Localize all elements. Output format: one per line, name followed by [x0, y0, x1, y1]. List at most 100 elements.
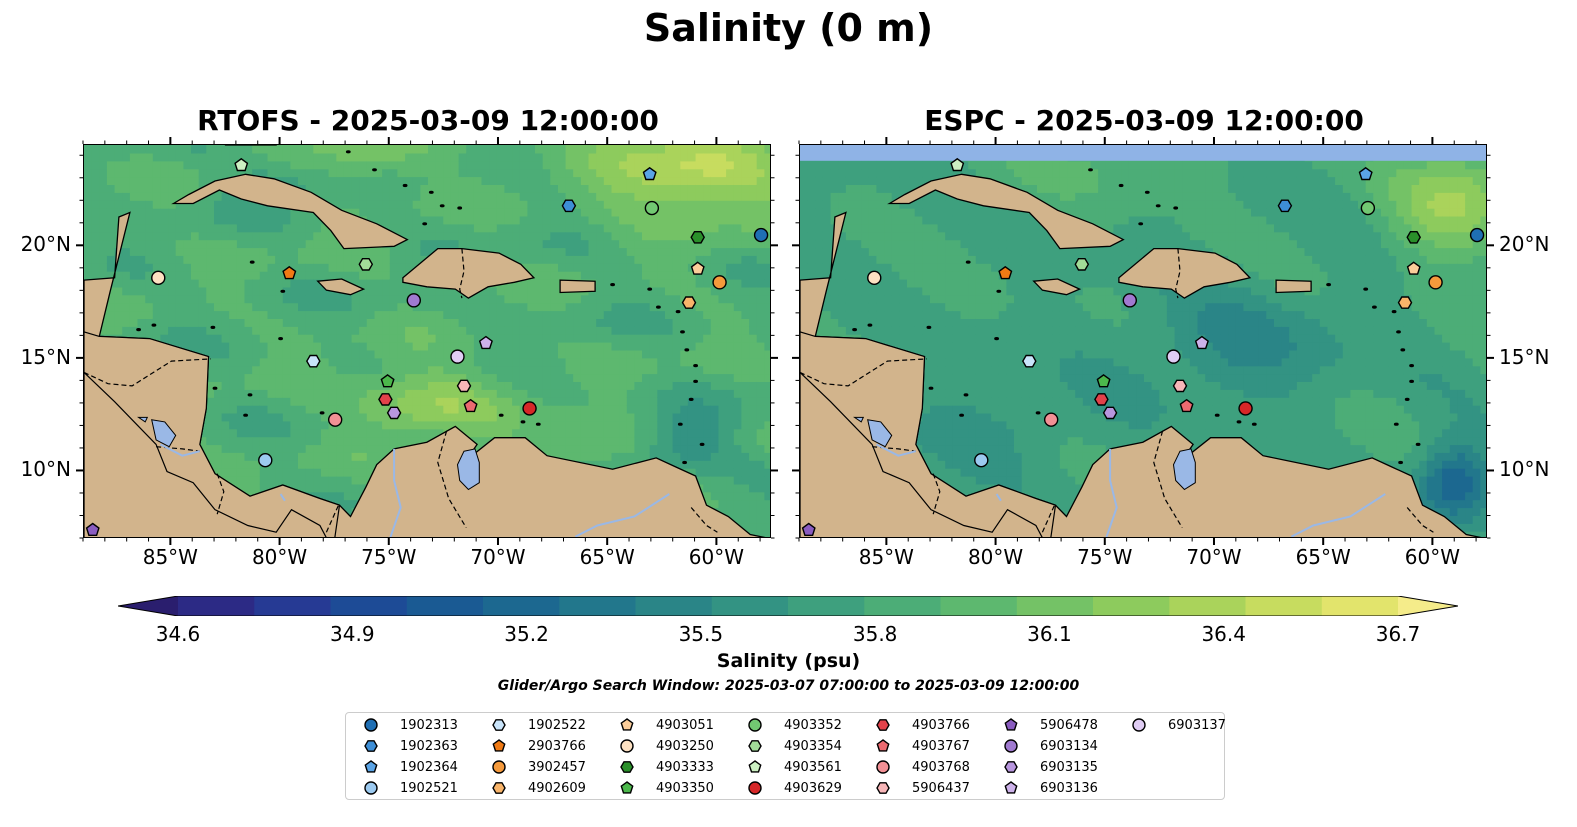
legend-marker-pentagon-icon: [620, 781, 634, 794]
legend-item-1902313: 1902313: [360, 715, 458, 735]
float-marker-4903629: [1238, 401, 1253, 416]
legend-marker: [364, 740, 378, 752]
legend-item-1902364: 1902364: [360, 757, 458, 777]
legend-marker-hexagon-icon: [876, 719, 890, 731]
legend-marker-hexagon-icon: [492, 719, 506, 731]
legend-marker: [876, 760, 890, 774]
legend-marker: [492, 760, 506, 774]
legend-item-4902609: 4902609: [488, 778, 586, 798]
legend-label: 4903768: [912, 759, 970, 775]
colorbar-segment: [330, 596, 408, 616]
colorbar-segment: [254, 596, 332, 616]
legend-marker-pentagon-icon: [876, 739, 890, 752]
colorbar-segment: [864, 596, 942, 616]
float-marker-4903629: [522, 401, 537, 416]
legend-item-4903350: 4903350: [616, 778, 714, 798]
legend-item-6903136: 6903136: [1000, 778, 1098, 798]
float-marker-4903354: [1074, 257, 1090, 271]
legend-marker-pentagon-icon: [364, 760, 378, 773]
colorbar-segment: [1093, 596, 1170, 616]
lat-tick-label: 20°N: [1499, 232, 1550, 257]
float-marker-2903766: [998, 265, 1013, 280]
legend-marker-circle-icon: [1132, 718, 1146, 732]
legend-item-5906437: 5906437: [872, 778, 970, 798]
map-panel-rtofs: [83, 144, 771, 538]
legend-label: 4903766: [912, 717, 970, 733]
colorbar-tick-label: 35.8: [852, 622, 898, 646]
colorbar-tick-label: 34.6: [155, 622, 201, 646]
float-marker-6903137: [1166, 349, 1181, 364]
colorbar-tick-label: 34.9: [330, 622, 375, 646]
float-marker-4903766: [378, 393, 393, 406]
panel-title-espc: ESPC - 2025-03-09 12:00:00: [924, 104, 1364, 137]
float-marker-3902457: [712, 275, 727, 290]
colorbar-segment: [1245, 596, 1323, 616]
land-puertoRico: [1275, 279, 1312, 294]
legend-marker: [1004, 718, 1018, 731]
legend-marker-circle-icon: [364, 718, 378, 732]
float-marker-4903350: [1096, 374, 1111, 388]
colorbar-segment: [635, 596, 713, 616]
float-marker-5906478: [801, 522, 816, 536]
legend-item-4903629: 4903629: [744, 778, 842, 798]
legend-marker-circle-icon: [876, 760, 890, 774]
lon-tick-label: 65°W: [579, 545, 635, 569]
float-marker-4903250: [867, 270, 882, 286]
float-marker-4903352: [644, 200, 660, 216]
float-marker-4903354: [358, 257, 374, 271]
legend-marker: [364, 781, 378, 795]
float-marker-4903766: [1094, 393, 1109, 406]
legend-label: 6903136: [1040, 780, 1098, 796]
float-marker-1902521: [974, 453, 989, 468]
legend-marker-circle-icon: [620, 739, 634, 753]
colorbar-segment: [1169, 596, 1247, 616]
land-puertoRico: [559, 279, 596, 294]
legend-marker-hexagon-icon: [748, 740, 762, 752]
map-canvas-rtofs: [84, 145, 770, 537]
float-marker-4903333: [690, 230, 706, 244]
legend-item-6903134: 6903134: [1000, 736, 1098, 756]
legend-marker-pentagon-icon: [748, 760, 762, 773]
legend-marker-hexagon-icon: [1004, 761, 1018, 773]
land-isthmus: [800, 331, 1057, 537]
panel-title-rtofs: RTOFS - 2025-03-09 12:00:00: [197, 104, 659, 137]
legend-item-1902521: 1902521: [360, 778, 458, 798]
float-marker-4902609: [1397, 296, 1413, 309]
colorbar-segment: [1321, 596, 1399, 616]
land-jamaica: [1032, 278, 1082, 296]
colorbar-segment: [118, 596, 178, 616]
float-marker-2903766: [282, 265, 297, 280]
lake-nicaragua: [151, 419, 177, 448]
colorbar-segment: [940, 596, 1018, 616]
legend-item-1902363: 1902363: [360, 736, 458, 756]
lon-tick-label: 75°W: [1077, 545, 1133, 569]
colorbar-tick-label: 35.2: [504, 622, 549, 646]
colorbar-bar: [117, 595, 1459, 617]
legend-label: 6903137: [1168, 717, 1226, 733]
no-data-strip: [800, 145, 1486, 161]
lon-tick-label: 85°W: [142, 545, 198, 569]
legend-marker: [748, 740, 762, 752]
float-marker-1902521: [258, 453, 273, 468]
legend-item-4903561: 4903561: [744, 757, 842, 777]
float-marker-4903561: [234, 157, 249, 172]
search-window-text: Glider/Argo Search Window: 2025-03-07 07…: [497, 678, 1080, 694]
legend-marker: [364, 760, 378, 773]
legend-marker: [876, 739, 890, 752]
legend-marker: [620, 781, 634, 794]
lon-tick-label: 65°W: [1295, 545, 1351, 569]
colorbar-tick-label: 36.4: [1201, 622, 1246, 646]
lon-tick-label: 75°W: [361, 545, 417, 569]
float-markers: [85, 157, 769, 536]
legend-marker: [1004, 739, 1018, 753]
legend-label: 4903629: [784, 780, 842, 796]
float-marker-6903137: [450, 349, 465, 364]
float-marker-1902363: [1277, 199, 1293, 213]
legend-marker: [620, 739, 634, 753]
lat-tick-label: 10°N: [1499, 457, 1550, 482]
float-marker-1902364: [1358, 166, 1373, 181]
lake-maracaibo: [1172, 448, 1196, 491]
legend-marker: [1132, 718, 1146, 732]
float-marker-4903767: [1179, 398, 1194, 413]
float-marker-4903561: [950, 157, 965, 172]
